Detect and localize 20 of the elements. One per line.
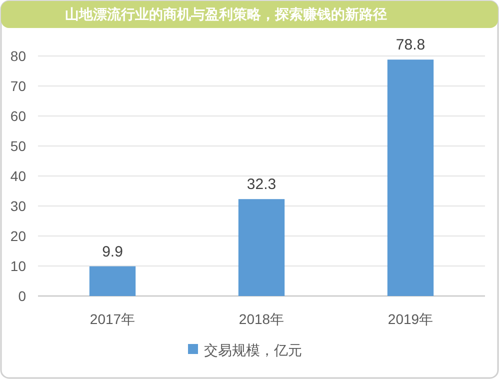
y-tick-label: 40 [10,168,26,184]
legend-label: 交易规模，亿元 [204,342,302,358]
bar [89,266,136,296]
x-tick-label: 2017年 [90,311,136,327]
bar [238,199,285,296]
x-tick-label: 2018年 [238,311,284,327]
y-tick-label: 0 [18,288,26,304]
y-tick-label: 20 [10,228,26,244]
y-tick-label: 80 [10,48,26,64]
y-tick-label: 10 [10,258,26,274]
chart-title: 山地漂流行业的商机与盈利策略，探索赚钱的新路径 [65,6,387,22]
y-tick-label: 30 [10,198,26,214]
y-tick-label: 60 [10,108,26,124]
x-tick-label: 2019年 [388,311,434,327]
bar [387,60,434,296]
data-label: 9.9 [102,243,123,260]
data-label: 32.3 [246,176,276,194]
y-tick-label: 50 [10,138,26,154]
data-label: 78.8 [396,36,426,54]
y-tick-label: 70 [10,78,26,94]
